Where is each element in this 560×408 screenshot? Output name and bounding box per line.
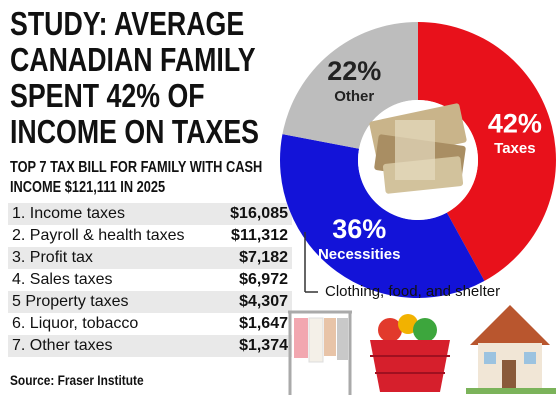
wedge	[418, 22, 556, 281]
category-label: Other	[334, 88, 374, 105]
amount: $1,374	[239, 337, 288, 354]
money-illustration	[369, 103, 467, 194]
title: STUDY: AVERAGE CANADIAN FAMILY SPENT 42%…	[10, 5, 260, 150]
value-label: 22%	[327, 56, 381, 86]
category-label: Taxes	[494, 140, 535, 157]
subtitle: TOP 7 TAX BILL FOR FAMILY WITH CASH INCO…	[10, 159, 263, 196]
amount: $4,307	[239, 293, 288, 310]
amount: $16,085	[230, 205, 288, 222]
amount: $11,312	[231, 227, 288, 244]
tax-table: 1. Income taxes $16,085 2. Payroll & healt…	[8, 203, 292, 357]
clothing-icon	[288, 310, 352, 395]
basket-icon	[370, 314, 450, 392]
amount: $1,647	[239, 315, 288, 332]
value-label: 42%	[488, 108, 542, 138]
house-icon	[466, 305, 556, 394]
category-label: Necessities	[318, 246, 401, 263]
table-row: 1. Income taxes $16,085	[8, 203, 292, 225]
tax-name: 1. Income taxes	[12, 205, 125, 222]
tax-name: 4. Sales taxes	[12, 271, 113, 288]
wedge	[282, 22, 418, 149]
tax-name: 5 Property taxes	[12, 293, 129, 310]
table-row: 4. Sales taxes $6,972	[8, 269, 292, 291]
table-row: 5 Property taxes $4,307	[8, 291, 292, 313]
tax-name: 3. Profit tax	[12, 249, 93, 266]
amount: $7,182	[239, 249, 288, 266]
wedge	[279, 134, 485, 298]
value-label: 36%	[332, 214, 386, 244]
source: Source: Fraser Institute	[10, 372, 144, 388]
tax-name: 6. Liquor, tobacco	[12, 315, 139, 332]
amount: $6,972	[239, 271, 288, 288]
table-row: 7. Other taxes $1,374	[8, 335, 292, 357]
table-row: 2. Payroll & health taxes $11,312	[8, 225, 292, 247]
tax-name: 7. Other taxes	[12, 337, 113, 354]
annotation: Clothing, food, and shelter	[325, 283, 500, 300]
tax-name: 2. Payroll & health taxes	[12, 227, 185, 244]
table-row: 3. Profit tax $7,182	[8, 247, 292, 269]
table-row: 6. Liquor, tobacco $1,647	[8, 313, 292, 335]
